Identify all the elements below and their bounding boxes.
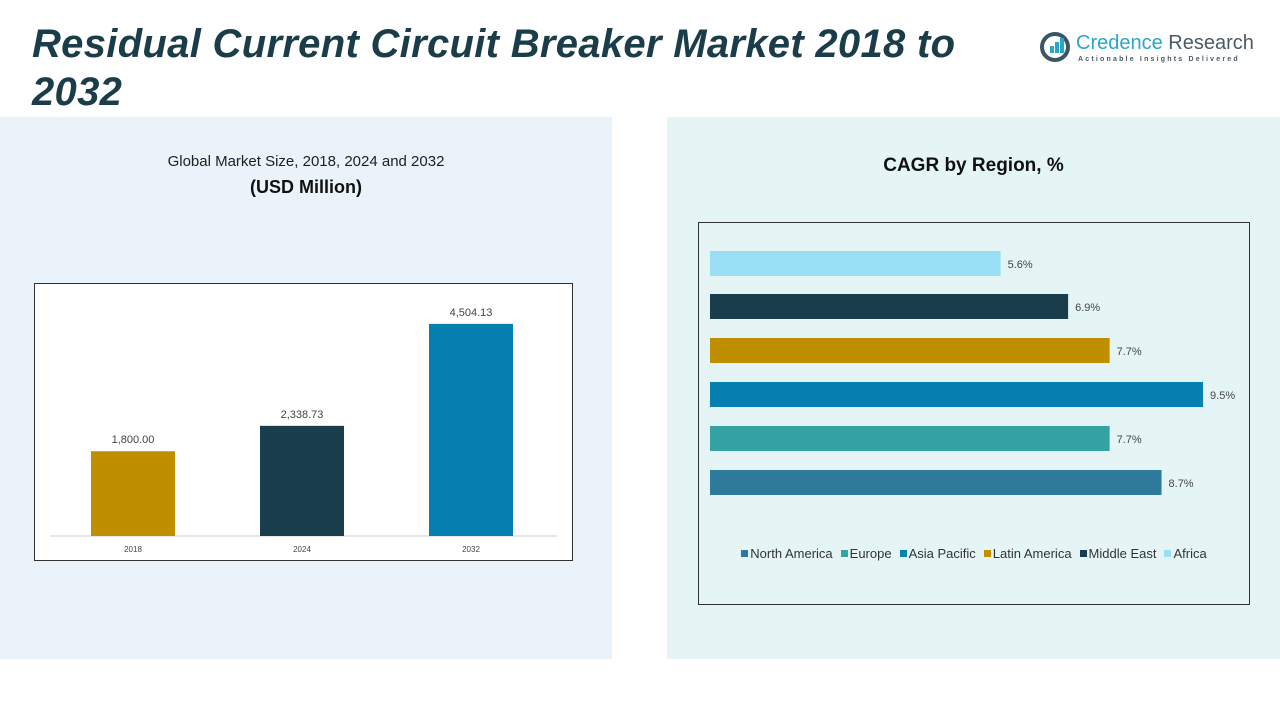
cagr-chart-frame: [698, 222, 1250, 605]
legend-label: Europe: [849, 546, 892, 561]
page-title: Residual Current Circuit Breaker Market …: [32, 22, 956, 114]
legend-swatch: [1079, 550, 1087, 557]
data-label-2024: 2,338.73: [281, 409, 324, 421]
data-label-north-america: 8.7%: [1169, 478, 1194, 490]
bar-2032: [429, 323, 513, 536]
data-label-2032: 4,504.13: [450, 307, 493, 319]
x-tick-2018: 2018: [124, 545, 142, 554]
market-size-chart-title: Global Market Size, 2018, 2024 and 2032: [167, 153, 445, 170]
legend-label: North America: [750, 546, 833, 561]
data-label-latin-america: 7.7%: [1117, 346, 1142, 358]
x-tick-2032: 2032: [462, 545, 480, 554]
x-tick-2024: 2024: [293, 545, 311, 554]
bar-asia-pacific: [710, 382, 1204, 407]
legend-label: Africa: [1173, 546, 1207, 561]
legend-swatch: [741, 550, 749, 557]
data-label-europe: 7.7%: [1117, 434, 1142, 446]
data-label-2018: 1,800.00: [112, 434, 155, 446]
legend-item: Latin America: [983, 546, 1072, 561]
legend-swatch: [1164, 550, 1172, 557]
credence-research-logo: Credence Research Actionable Insights De…: [1040, 30, 1260, 70]
data-label-asia-pacific: 9.5%: [1210, 390, 1235, 402]
legend-swatch: [840, 550, 848, 557]
logo-chart-icon: [1040, 32, 1070, 62]
legend-item: Asia Pacific: [899, 546, 976, 561]
legend-label: Asia Pacific: [908, 546, 976, 561]
bar-2024: [260, 425, 344, 536]
bar-middle-east: [710, 294, 1069, 319]
legend-item: Africa: [1164, 546, 1207, 561]
bar-north-america: [710, 470, 1162, 495]
cagr-chart-title: CAGR by Region, %: [883, 155, 1064, 176]
legend-item: Middle East: [1079, 546, 1157, 561]
bar-2018: [91, 451, 175, 536]
logo-name: Credence Research: [1076, 32, 1254, 54]
legend-swatch: [983, 550, 991, 557]
data-label-africa: 5.6%: [1008, 259, 1033, 271]
logo-tagline: Actionable Insights Delivered: [1078, 56, 1240, 63]
bar-africa: [710, 251, 1001, 276]
legend-label: Middle East: [1088, 546, 1157, 561]
legend-label: Latin America: [992, 546, 1072, 561]
bar-europe: [710, 426, 1110, 451]
cagr-legend: North America Europe Asia Pacific Latin Ame…: [700, 546, 1248, 561]
bar-latin-america: [710, 338, 1110, 363]
market-size-chart-subtitle: (USD Million): [250, 177, 362, 197]
data-label-middle-east: 6.9%: [1075, 302, 1100, 314]
legend-item: Europe: [840, 546, 892, 561]
legend-item: North America: [741, 546, 833, 561]
legend-swatch: [899, 550, 907, 557]
